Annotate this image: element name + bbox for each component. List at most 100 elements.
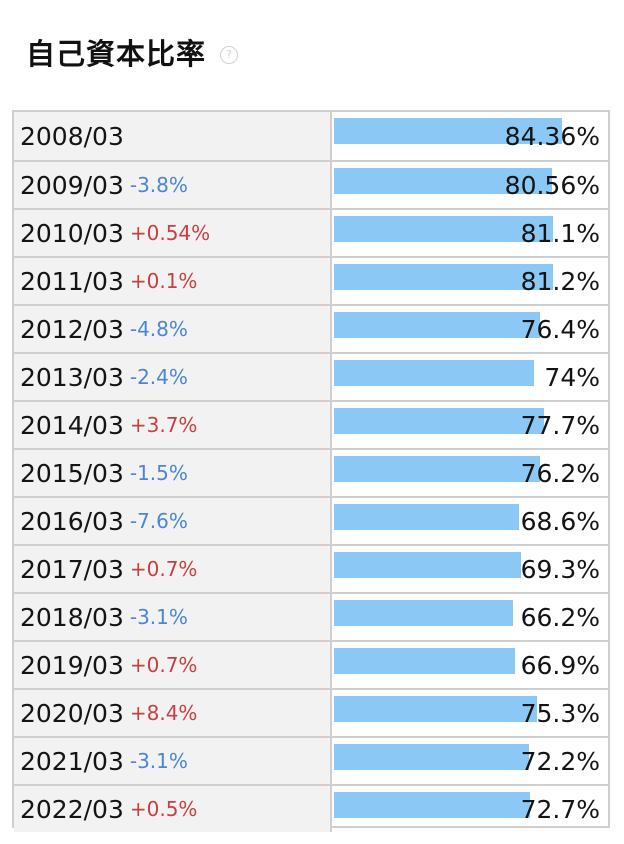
year-label: 2018/03 xyxy=(20,602,124,632)
help-icon[interactable]: ? xyxy=(220,46,239,64)
value-label: 72.7% xyxy=(520,794,600,824)
value-label: 81.1% xyxy=(520,218,600,248)
table-row: 2014/03 +3.7% 77.7% xyxy=(14,400,608,448)
table-row: 2022/03 +0.5% 72.7% xyxy=(14,784,608,832)
ratio-bar xyxy=(334,456,540,482)
ratio-bar xyxy=(334,118,562,144)
value-label: 84.36% xyxy=(504,121,600,151)
table-row: 2016/03 -7.6% 68.6% xyxy=(14,496,608,544)
value-label: 69.3% xyxy=(520,554,600,584)
bar-cell: 69.3% xyxy=(332,546,608,592)
ratio-bar xyxy=(334,744,529,770)
year-cell: 2022/03 +0.5% xyxy=(14,786,332,832)
table-row: 2021/03 -3.1% 72.2% xyxy=(14,736,608,784)
change-label: +8.4% xyxy=(129,701,198,725)
change-label: +0.5% xyxy=(129,797,198,821)
table-row: 2015/03 -1.5% 76.2% xyxy=(14,448,608,496)
change-label: -2.4% xyxy=(129,365,188,389)
table-row: 2009/03 -3.8% 80.56% xyxy=(14,160,608,208)
value-label: 76.2% xyxy=(520,458,600,488)
year-cell: 2020/03 +8.4% xyxy=(14,690,332,736)
change-label: -3.1% xyxy=(129,749,188,773)
change-label: -7.6% xyxy=(129,509,188,533)
year-cell: 2013/03 -2.4% xyxy=(14,354,332,400)
bar-cell: 72.2% xyxy=(332,738,608,784)
ratio-bar xyxy=(334,360,534,386)
value-label: 80.56% xyxy=(504,170,600,200)
year-label: 2010/03 xyxy=(20,218,124,248)
table-row: 2017/03 +0.7% 69.3% xyxy=(14,544,608,592)
year-cell: 2019/03 +0.7% xyxy=(14,642,332,688)
bar-cell: 66.2% xyxy=(332,594,608,640)
change-label: +0.7% xyxy=(129,653,198,677)
equity-ratio-table: 2008/03 84.36% 2009/03 -3.8% 80.56% 2010/03 +0… xyxy=(12,110,610,832)
change-label: -3.1% xyxy=(129,605,188,629)
ratio-bar xyxy=(334,408,544,434)
ratio-bar xyxy=(334,216,553,242)
ratio-bar xyxy=(334,792,530,818)
value-label: 76.4% xyxy=(520,314,600,344)
year-label: 2008/03 xyxy=(20,121,124,151)
year-cell: 2009/03 -3.8% xyxy=(14,162,332,208)
change-label: -3.8% xyxy=(129,173,188,197)
table-row: 2010/03 +0.54% 81.1% xyxy=(14,208,608,256)
year-label: 2009/03 xyxy=(20,170,124,200)
ratio-bar xyxy=(334,600,513,626)
change-label: -1.5% xyxy=(129,461,188,485)
year-label: 2015/03 xyxy=(20,458,124,488)
table-row: 2008/03 84.36% xyxy=(14,112,608,160)
year-cell: 2014/03 +3.7% xyxy=(14,402,332,448)
value-label: 72.2% xyxy=(520,746,600,776)
year-label: 2022/03 xyxy=(20,794,124,824)
change-label: -4.8% xyxy=(129,317,188,341)
value-label: 66.2% xyxy=(520,602,600,632)
ratio-bar xyxy=(334,552,521,578)
bar-cell: 81.1% xyxy=(332,210,608,256)
year-label: 2016/03 xyxy=(20,506,124,536)
year-cell: 2017/03 +0.7% xyxy=(14,546,332,592)
bar-cell: 72.7% xyxy=(332,786,608,832)
page-title: 自己資本比率 ? xyxy=(26,30,239,74)
bar-cell: 75.3% xyxy=(332,690,608,736)
year-cell: 2021/03 -3.1% xyxy=(14,738,332,784)
ratio-bar xyxy=(334,696,537,722)
bar-cell: 76.4% xyxy=(332,306,608,352)
bar-cell: 66.9% xyxy=(332,642,608,688)
year-label: 2017/03 xyxy=(20,554,124,584)
table-row: 2013/03 -2.4% 74% xyxy=(14,352,608,400)
table-row: 2018/03 -3.1% 66.2% xyxy=(14,592,608,640)
bar-cell: 74% xyxy=(332,354,608,400)
bar-cell: 76.2% xyxy=(332,450,608,496)
year-label: 2020/03 xyxy=(20,698,124,728)
year-label: 2014/03 xyxy=(20,410,124,440)
ratio-bar xyxy=(334,504,519,530)
table-row: 2019/03 +0.7% 66.9% xyxy=(14,640,608,688)
value-label: 74% xyxy=(544,362,600,392)
table-row: 2011/03 +0.1% 81.2% xyxy=(14,256,608,304)
change-label: +0.54% xyxy=(129,221,211,245)
ratio-bar xyxy=(334,264,553,290)
year-label: 2021/03 xyxy=(20,746,124,776)
value-label: 77.7% xyxy=(520,410,600,440)
value-label: 68.6% xyxy=(520,506,600,536)
year-cell: 2010/03 +0.54% xyxy=(14,210,332,256)
bar-cell: 81.2% xyxy=(332,258,608,304)
ratio-bar xyxy=(334,648,515,674)
year-cell: 2016/03 -7.6% xyxy=(14,498,332,544)
change-label: +0.7% xyxy=(129,557,198,581)
ratio-bar xyxy=(334,312,540,338)
ratio-bar xyxy=(334,168,552,194)
year-cell: 2018/03 -3.1% xyxy=(14,594,332,640)
page-title-text: 自己資本比率 xyxy=(26,37,207,71)
bar-cell: 84.36% xyxy=(332,112,608,160)
change-label: +0.1% xyxy=(129,269,198,293)
bar-cell: 80.56% xyxy=(332,162,608,208)
value-label: 75.3% xyxy=(520,698,600,728)
year-label: 2011/03 xyxy=(20,266,124,296)
value-label: 66.9% xyxy=(520,650,600,680)
year-cell: 2015/03 -1.5% xyxy=(14,450,332,496)
year-label: 2019/03 xyxy=(20,650,124,680)
change-label: +3.7% xyxy=(129,413,198,437)
bar-cell: 77.7% xyxy=(332,402,608,448)
year-label: 2012/03 xyxy=(20,314,124,344)
